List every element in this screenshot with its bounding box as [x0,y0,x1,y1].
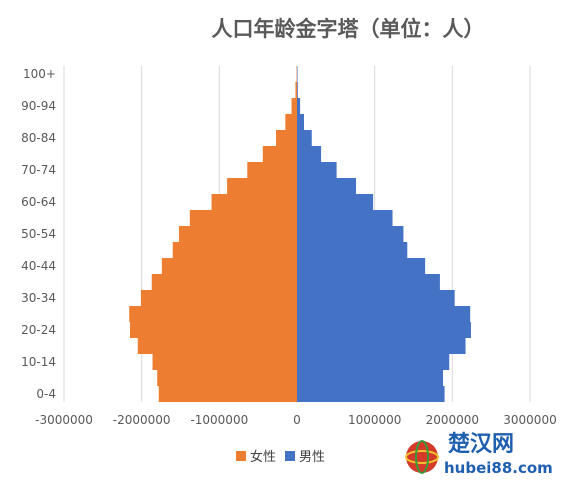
legend-label-female: 女性 [250,449,276,465]
bar-female-85-89 [285,114,297,130]
chart-title: 人口年龄金字塔（单位：人） [212,16,485,41]
bar-female-25-29 [129,306,297,322]
bar-male-30-34 [297,290,455,306]
y-tick-label: 70-74 [21,163,56,177]
bar-female-20-24 [130,322,297,338]
y-tick-label: 80-84 [21,131,56,145]
x-tick-label: 3000000 [503,413,556,427]
bars [129,66,471,402]
bar-male-35-39 [297,274,440,290]
y-tick-label: 10-14 [21,355,56,369]
bar-female-55-59 [189,210,297,226]
x-tick-label: -2000000 [113,413,171,427]
y-axis-labels: 0-4 10-14 20-24 30-34 40-44 50-54 60-64 70-74 80… [21,67,56,401]
bar-male-80-84 [297,130,312,146]
y-tick-label: 40-44 [21,259,56,273]
globe-logo-icon [405,440,439,474]
watermark-url: hubei88.com [444,459,553,477]
bar-male-20-24 [297,322,471,338]
bar-male-0-4 [297,386,445,402]
bar-female-100+ [296,66,298,82]
bar-female-95-99 [295,82,297,98]
bar-male-25-29 [297,306,471,322]
legend-swatch-male [285,451,295,461]
y-tick-label: 20-24 [21,323,56,337]
bar-female-65-69 [227,178,297,194]
bar-male-85-89 [297,114,304,130]
bar-female-45-49 [172,242,297,258]
y-tick-label: 50-54 [21,227,56,241]
y-tick-label: 100+ [23,67,56,81]
bar-female-35-39 [151,274,297,290]
y-tick-label: 90-94 [21,99,56,113]
bar-male-100+ [297,66,298,82]
bar-male-75-79 [297,146,322,162]
x-tick-label: -3000000 [35,413,93,427]
bar-male-45-49 [297,242,408,258]
y-tick-label: 30-34 [21,291,56,305]
bar-female-30-34 [140,290,297,306]
bar-female-50-54 [178,226,297,242]
legend-swatch-female [236,451,246,461]
watermark-site-name: 楚汉网 [448,432,514,457]
bar-female-5-9 [157,370,297,386]
bar-male-70-74 [297,162,337,178]
watermark-logo: 楚汉网 hubei88.com [405,432,553,477]
x-axis-labels: -3000000 -2000000 -1000000 0 1000000 2000000 3… [35,413,557,427]
bar-male-5-9 [297,370,444,386]
bar-female-70-74 [247,162,297,178]
bar-male-50-54 [297,226,404,242]
bar-female-0-4 [158,386,297,402]
bar-male-55-59 [297,210,393,226]
bar-female-75-79 [262,146,297,162]
x-tick-label: -1000000 [190,413,248,427]
bar-male-95-99 [297,82,298,98]
bar-male-90-94 [297,98,301,114]
y-tick-label: 60-64 [21,195,56,209]
legend-label-male: 男性 [299,450,325,465]
bar-male-65-69 [297,178,357,194]
bar-female-15-19 [137,338,297,354]
x-tick-label: 2000000 [426,413,479,427]
x-tick-label: 0 [293,413,301,427]
x-tick-label: 1000000 [348,413,401,427]
bar-female-10-14 [152,354,297,370]
bar-female-80-84 [276,130,297,146]
bar-female-60-64 [211,194,297,210]
y-tick-label: 0-4 [36,387,56,401]
bar-male-10-14 [297,354,450,370]
legend: 女性 男性 [236,449,325,465]
bar-male-15-19 [297,338,466,354]
bar-female-90-94 [291,98,297,114]
bar-male-40-44 [297,258,426,274]
bar-male-60-64 [297,194,374,210]
bar-female-40-44 [161,258,297,274]
